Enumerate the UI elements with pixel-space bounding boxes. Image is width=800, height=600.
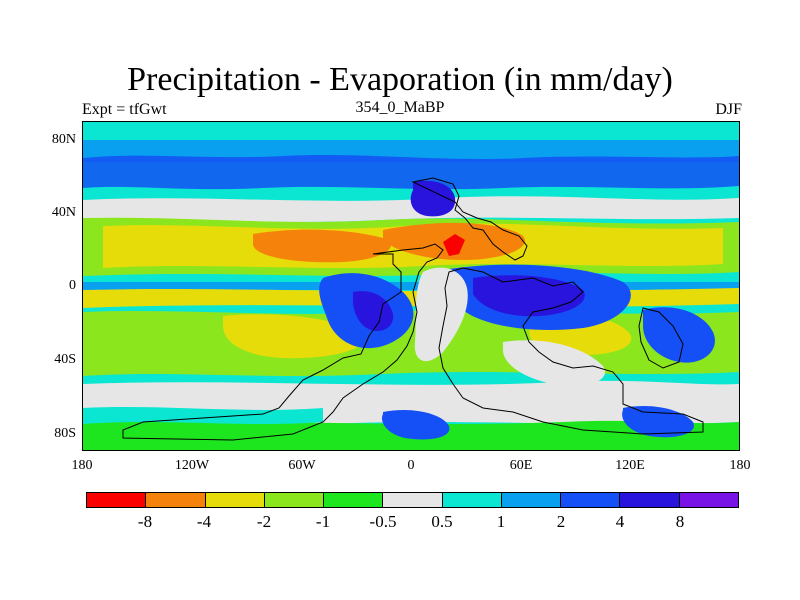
colorbar-label: 2	[556, 512, 566, 531]
field-patch-blue-south	[381, 409, 450, 440]
field-wet-north-patch	[410, 180, 456, 217]
colorbar-segment	[501, 493, 562, 507]
colorbar-segment	[87, 493, 147, 507]
field-patch-red	[443, 234, 465, 256]
lon-label-120w: 120W	[174, 458, 210, 473]
colorbar-segment	[561, 493, 621, 507]
lon-label-180w: 180	[71, 458, 93, 473]
field-patch-orange-1	[253, 229, 391, 263]
lat-label-80n: 80N	[51, 132, 76, 147]
field-band-equator-blue	[83, 282, 739, 290]
colorbar-label: 4	[615, 512, 625, 531]
colorbar-label: 1	[496, 512, 506, 531]
continent-outline-east	[438, 267, 704, 435]
continent-outline-north	[411, 177, 528, 261]
field-wet-east	[643, 307, 715, 363]
colorbar-segment	[264, 493, 325, 507]
colorbar-segment	[383, 493, 443, 507]
colorbar-segment	[679, 493, 738, 507]
field-patch-yellow-south-1	[223, 314, 365, 359]
colorbar-segment	[442, 493, 502, 507]
lon-label-0: 0	[407, 458, 415, 473]
lat-label-40n: 40N	[51, 205, 76, 220]
field-band-north-dark	[83, 155, 739, 190]
continent-outline-far-east	[638, 307, 684, 369]
colorbar-label: -8	[137, 512, 153, 531]
colorbar-label: -4	[196, 512, 212, 531]
field-band-cyan-south	[83, 407, 323, 424]
colorbar-segment	[205, 493, 265, 507]
colorbar-segment	[146, 493, 206, 507]
field-white-interior-1	[414, 267, 468, 362]
precip-evap-map	[82, 121, 740, 451]
experiment-label: Expt = tfGwt	[82, 101, 167, 118]
lon-label-60w: 60W	[288, 458, 316, 473]
lat-label-0: 0	[69, 278, 76, 293]
colorbar-label: -0.5	[369, 512, 397, 531]
lon-label-180e: 180	[729, 458, 751, 473]
field-band-white-north	[83, 196, 739, 222]
season-label: DJF	[715, 101, 742, 118]
field-wet-core-1	[353, 291, 394, 332]
field-band-north-blue	[83, 140, 739, 162]
colorbar-segment	[324, 493, 384, 507]
colorbar	[86, 492, 739, 508]
field-white-interior-2	[503, 340, 605, 386]
time-period-label: 354_0_MaBP	[355, 99, 445, 116]
continent-outline-west	[122, 243, 444, 441]
colorbar-label: 8	[675, 512, 685, 531]
colorbar-label: -2	[256, 512, 272, 531]
colorbar-label: -1	[315, 512, 331, 531]
map-field	[83, 122, 739, 450]
lon-label-60e: 60E	[509, 458, 533, 473]
map-title: Precipitation - Evaporation (in mm/day)	[127, 61, 673, 98]
lon-label-120e: 120E	[615, 458, 645, 473]
lat-label-40s: 40S	[54, 352, 76, 367]
colorbar-segment	[620, 493, 680, 507]
colorbar-label: 0.5	[431, 512, 453, 531]
lat-label-80s: 80S	[54, 426, 76, 441]
